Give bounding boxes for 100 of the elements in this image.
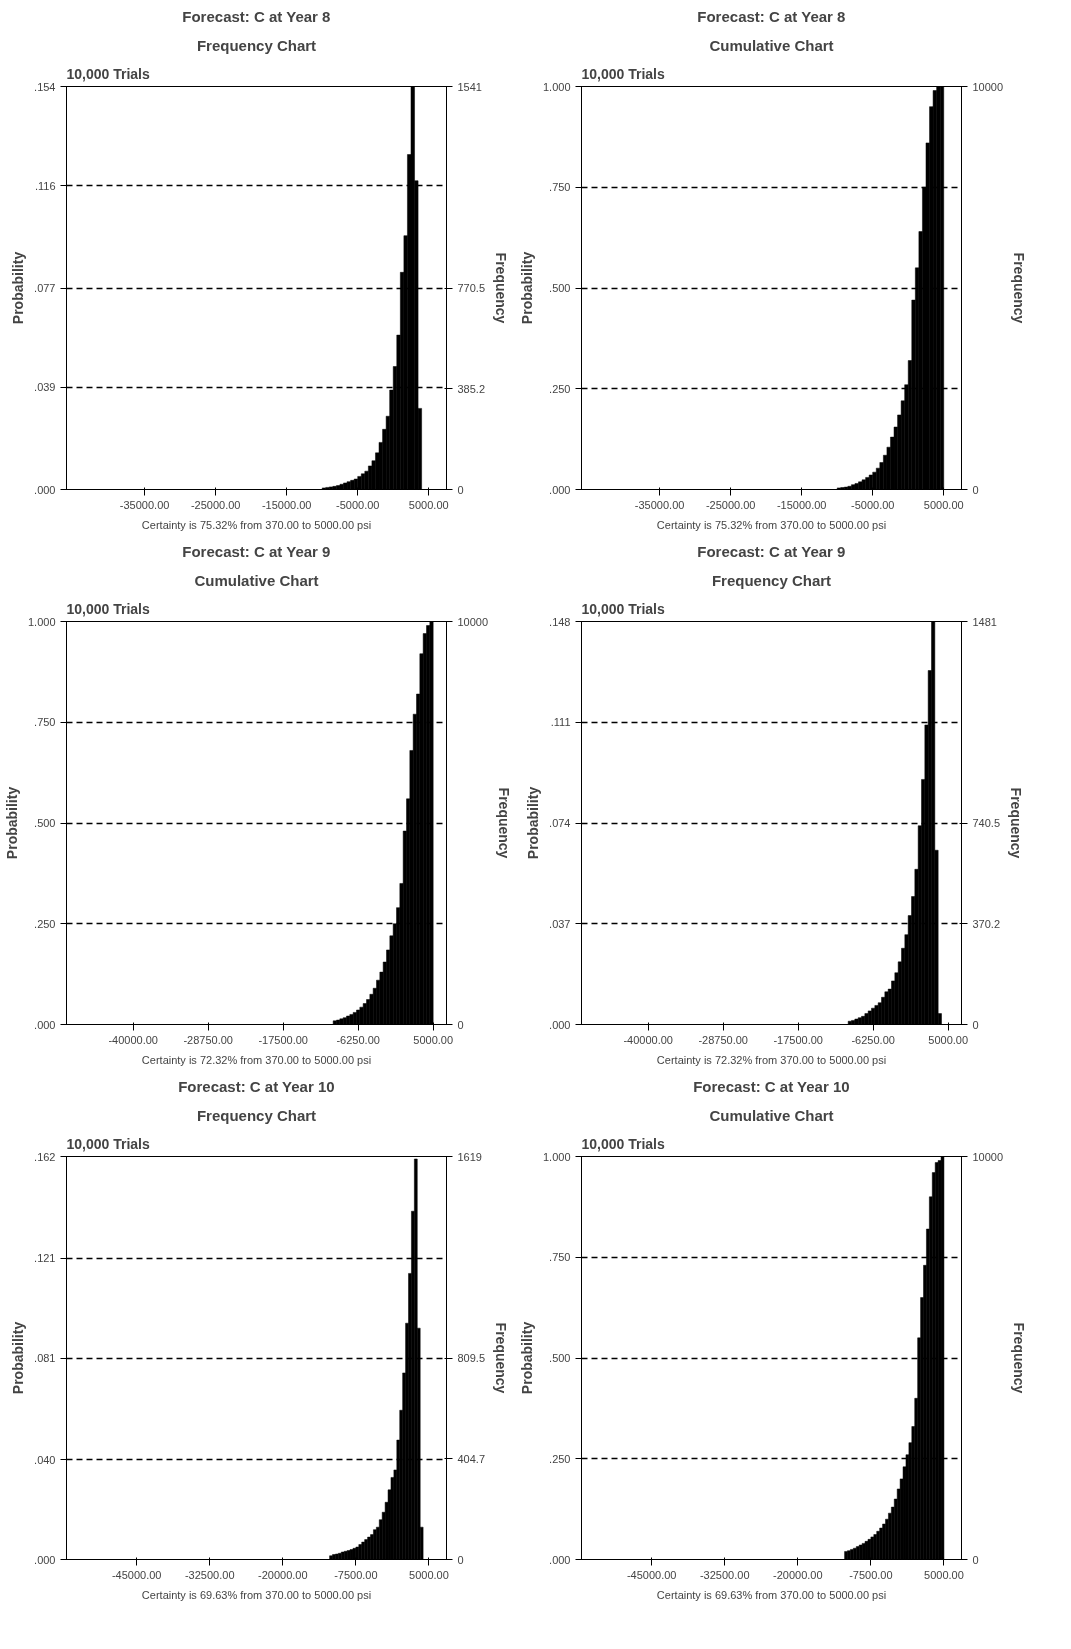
x-tick-label: -32500.00	[699, 1568, 750, 1581]
x-tick-label: -7500.00	[849, 1568, 893, 1581]
chart-subtitle: Frequency Chart	[196, 1106, 317, 1124]
x-tick-label: -40000.00	[108, 1033, 158, 1046]
text: Certainty is 75.32% from 370.00 to 5000.00 psi	[656, 518, 887, 531]
y2-axis-title: Frequency	[493, 252, 510, 324]
y2-tick-label: 385.2	[457, 382, 486, 395]
y-axis-title: Probability	[525, 786, 542, 860]
y2-tick-label: 0	[972, 1018, 979, 1031]
chart-subtitle: Cumulative Chart	[709, 36, 834, 54]
text: Certainty is 75.32% from 370.00 to 5000.00 psi	[141, 518, 372, 531]
y-tick-label: .039	[34, 381, 56, 394]
chart-title: Forecast: C at Year 9	[697, 542, 846, 560]
x-tick-label: -15000.00	[261, 498, 312, 511]
x-tick-label: -6250.00	[336, 1033, 380, 1046]
x-tick-label: -20000.00	[258, 1568, 308, 1581]
y-tick-label: .077	[34, 282, 56, 294]
y-tick-label: .116	[34, 179, 56, 192]
y-tick-label: .250	[34, 917, 56, 930]
y-tick-label: .000	[34, 483, 56, 496]
x-tick-label: -7500.00	[334, 1568, 378, 1581]
chart-title: Forecast: C at Year 8	[697, 7, 846, 25]
y-tick-label: .121	[34, 1252, 56, 1265]
y2-tick-label: 1481	[972, 615, 997, 628]
chart-subtitle: Cumulative Chart	[709, 1106, 834, 1124]
x-tick-label: -28750.00	[183, 1033, 233, 1046]
y-tick-label: .750	[34, 716, 56, 729]
y-tick-label: .081	[34, 1352, 56, 1364]
y-tick-label: .000	[549, 1553, 571, 1566]
y2-axis-title: Frequency	[1011, 1322, 1028, 1394]
x-tick-label: 5000.00	[928, 1033, 969, 1046]
text: Certainty is 72.32% from 370.00 to 5000.00 psi	[141, 1053, 372, 1066]
y2-tick-label: 770.5	[457, 282, 486, 294]
y2-tick-label: 0	[457, 483, 464, 496]
x-tick-label: -40000.00	[623, 1033, 673, 1046]
x-tick-label: 5000.00	[413, 1033, 454, 1046]
y2-tick-label: 0	[972, 1553, 979, 1566]
y-axis-title: Probability	[518, 251, 535, 325]
y-tick-label: .040	[34, 1453, 56, 1466]
text: 10,000 Trials	[581, 1135, 665, 1152]
x-tick-label: 5000.00	[409, 1568, 449, 1581]
y2-tick-label: 370.2	[972, 917, 1001, 930]
text: Certainty is 69.63% from 370.00 to 5000.00 psi	[656, 1588, 887, 1601]
y-tick-label: .750	[549, 181, 571, 194]
y2-tick-label: 0	[457, 1553, 464, 1566]
y-tick-label: .000	[549, 483, 571, 496]
x-tick-label: -45000.00	[111, 1568, 162, 1581]
x-tick-label: -15000.00	[776, 498, 827, 511]
y-axis-title: Probability	[10, 1321, 27, 1395]
y2-tick-label: 10000	[457, 615, 489, 628]
x-tick-label: 5000.00	[924, 1568, 964, 1581]
x-tick-label: -45000.00	[626, 1568, 677, 1581]
x-tick-label: -5000.00	[851, 498, 895, 511]
x-tick-label: -25000.00	[705, 498, 756, 511]
y-tick-label: .500	[34, 817, 56, 829]
y-axis-title: Probability	[518, 1321, 535, 1395]
x-tick-label: -17500.00	[773, 1033, 823, 1046]
y2-tick-label: 740.5	[972, 817, 1001, 829]
y2-axis-title: Frequency	[496, 787, 513, 859]
y2-tick-label: 1541	[457, 80, 482, 93]
text: Certainty is 72.32% from 370.00 to 5000.00 psi	[656, 1053, 887, 1066]
chart-title: Forecast: C at Year 9	[182, 542, 331, 560]
y-axis-title: Probability	[3, 786, 20, 860]
y-tick-label: 1.000	[27, 615, 56, 628]
chart-subtitle: Frequency Chart	[711, 571, 832, 589]
text: 10,000 Trials	[66, 65, 150, 82]
x-tick-label: -5000.00	[336, 498, 380, 511]
x-tick-label: -32500.00	[184, 1568, 235, 1581]
y-tick-label: .750	[549, 1251, 571, 1264]
x-tick-label: -35000.00	[119, 498, 170, 511]
y-tick-label: .000	[34, 1553, 56, 1566]
y-tick-label: .111	[550, 716, 571, 729]
y-tick-label: .037	[549, 917, 571, 930]
chart-subtitle: Frequency Chart	[196, 36, 317, 54]
y-tick-label: .500	[549, 1352, 571, 1364]
x-tick-label: -25000.00	[190, 498, 241, 511]
y2-tick-label: 404.7	[457, 1452, 486, 1465]
y-tick-label: .500	[549, 282, 571, 294]
y-tick-label: .000	[549, 1018, 571, 1031]
y-tick-label: .148	[549, 615, 571, 628]
y2-tick-label: 10000	[972, 1150, 1004, 1163]
x-tick-label: 5000.00	[923, 498, 964, 511]
chart-subtitle: Cumulative Chart	[194, 571, 319, 589]
y-tick-label: .074	[549, 817, 571, 829]
y-axis-title: Probability	[10, 251, 27, 325]
y-tick-label: .250	[549, 382, 571, 395]
y2-axis-title: Frequency	[1008, 787, 1025, 859]
y-tick-label: .250	[549, 1452, 571, 1465]
text: Certainty is 69.63% from 370.00 to 5000.00 psi	[141, 1588, 372, 1601]
chart-title: Forecast: C at Year 10	[178, 1077, 335, 1095]
text: 10,000 Trials	[66, 600, 150, 617]
x-tick-label: -35000.00	[634, 498, 685, 511]
text: 10,000 Trials	[581, 65, 665, 82]
y-tick-label: .162	[34, 1150, 56, 1163]
y-tick-label: 1.000	[542, 80, 571, 93]
y2-tick-label: 809.5	[457, 1352, 486, 1364]
y-tick-label: .000	[34, 1018, 56, 1031]
text: 10,000 Trials	[66, 1135, 150, 1152]
chart-title: Forecast: C at Year 10	[693, 1077, 850, 1095]
text: 10,000 Trials	[581, 600, 665, 617]
